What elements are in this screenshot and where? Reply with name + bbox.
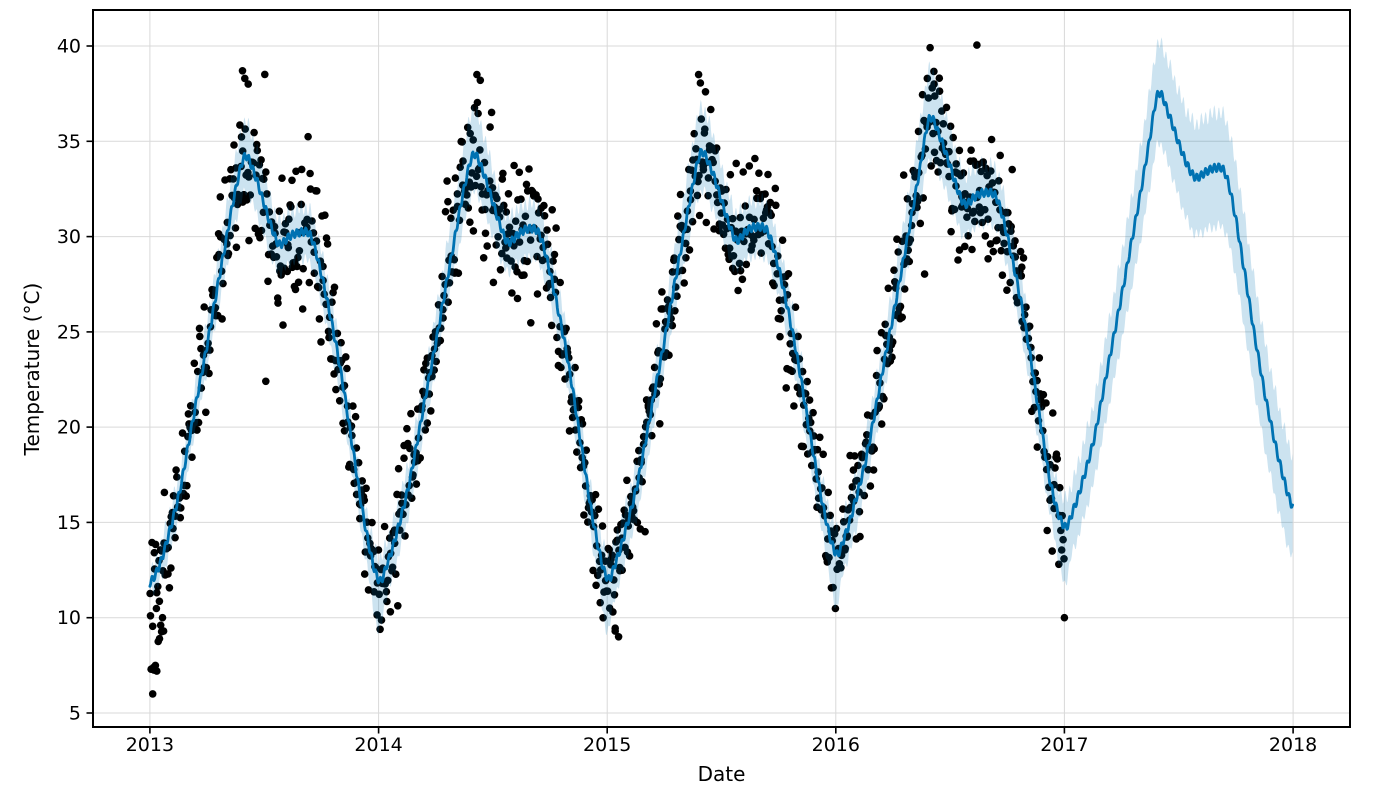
x-tick-label: 2016 <box>812 734 860 756</box>
x-tick-label: 2014 <box>354 734 402 756</box>
y-tick-label: 5 <box>69 703 81 725</box>
tick-labels: 2013 2014 2015 2016 2017 2018 5 10 15 20 25 30 35 40 <box>57 36 1317 757</box>
x-tick-label: 2018 <box>1269 734 1317 756</box>
y-tick-label: 10 <box>57 607 81 629</box>
x-tick-label: 2013 <box>126 734 174 756</box>
y-axis-label: Temperature (°C) <box>20 282 44 456</box>
y-tick-label: 25 <box>57 321 81 343</box>
y-tick-label: 20 <box>57 417 81 439</box>
uncertainty-band <box>149 37 1293 635</box>
x-tick-label: 2017 <box>1040 734 1088 756</box>
x-axis-label: Date <box>697 762 746 786</box>
x-tick-label: 2015 <box>583 734 631 756</box>
gridlines <box>93 10 1350 727</box>
y-tick-label: 35 <box>57 131 81 153</box>
forecast-line <box>148 89 1294 588</box>
y-tick-label: 40 <box>57 36 81 58</box>
plot-frame <box>92 9 1351 728</box>
tick-marks <box>86 45 1294 734</box>
y-tick-label: 15 <box>57 512 81 534</box>
y-tick-label: 30 <box>57 226 81 248</box>
